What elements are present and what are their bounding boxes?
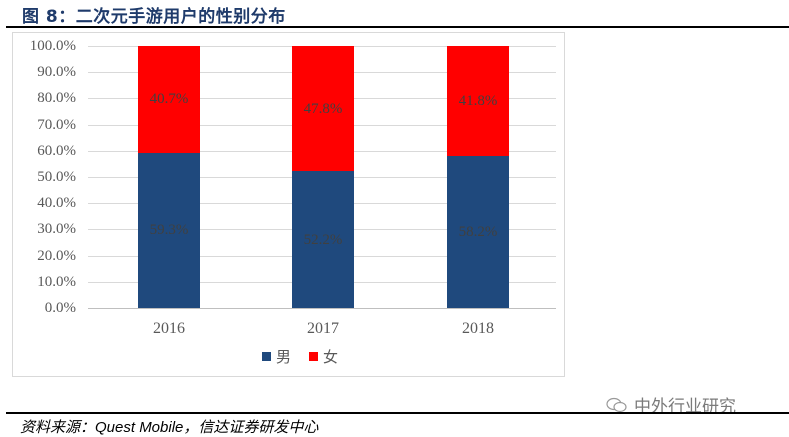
bar-2017: 52.2% 47.8% xyxy=(292,46,354,308)
chart-legend: 男 女 xyxy=(262,346,356,367)
bar-2018: 58.2% 41.8% xyxy=(447,46,509,308)
legend-swatch-female xyxy=(309,352,319,361)
legend-label-female: 女 xyxy=(323,350,339,366)
y-axis-tick-label: 80.0% xyxy=(37,90,76,107)
y-axis-tick-label: 70.0% xyxy=(37,116,76,133)
legend-label-male: 男 xyxy=(276,350,292,366)
data-label: 58.2% xyxy=(458,223,498,240)
source-note: 资料来源：Quest Mobile，信达证券研发中心 xyxy=(20,419,319,436)
y-axis-tick-label: 0.0% xyxy=(44,300,76,316)
y-axis-tick-label: 30.0% xyxy=(37,221,76,238)
y-axis-tick-label: 10.0% xyxy=(37,273,76,290)
data-label: 59.3% xyxy=(149,222,189,239)
x-axis-tick-label: 2017 xyxy=(307,320,339,337)
y-axis-tick-label: 100.0% xyxy=(29,38,76,54)
legend-item-female: 女 xyxy=(309,346,338,367)
y-axis-tick-label: 20.0% xyxy=(37,247,76,264)
x-axis-line xyxy=(88,308,556,309)
data-label: 52.2% xyxy=(303,231,343,248)
legend-item-male: 男 xyxy=(262,346,291,367)
x-axis-tick-label: 2016 xyxy=(153,320,185,337)
bar-segment-male: 58.2% xyxy=(447,155,509,308)
source-divider xyxy=(6,412,789,414)
data-label: 41.8% xyxy=(458,92,498,109)
y-axis-tick-label: 90.0% xyxy=(37,64,76,81)
y-axis-tick-label: 60.0% xyxy=(37,142,76,159)
bar-segment-female: 41.8% xyxy=(447,46,509,156)
data-label: 40.7% xyxy=(149,91,189,108)
data-label: 47.8% xyxy=(303,100,343,117)
figure-title: 图 8：二次元手游用户的性别分布 xyxy=(22,7,286,27)
y-axis-tick-label: 40.0% xyxy=(37,195,76,212)
y-axis-tick-label: 50.0% xyxy=(37,169,76,185)
bar-segment-male: 52.2% xyxy=(292,171,354,308)
x-axis-tick-label: 2018 xyxy=(462,320,494,337)
bar-segment-female: 40.7% xyxy=(138,46,200,153)
bar-2016: 59.3% 40.7% xyxy=(138,46,200,308)
bar-segment-male: 59.3% xyxy=(138,152,200,308)
title-divider xyxy=(6,26,789,28)
wechat-icon xyxy=(606,397,627,412)
legend-swatch-male xyxy=(262,352,271,361)
bar-segment-female: 47.8% xyxy=(292,46,354,172)
